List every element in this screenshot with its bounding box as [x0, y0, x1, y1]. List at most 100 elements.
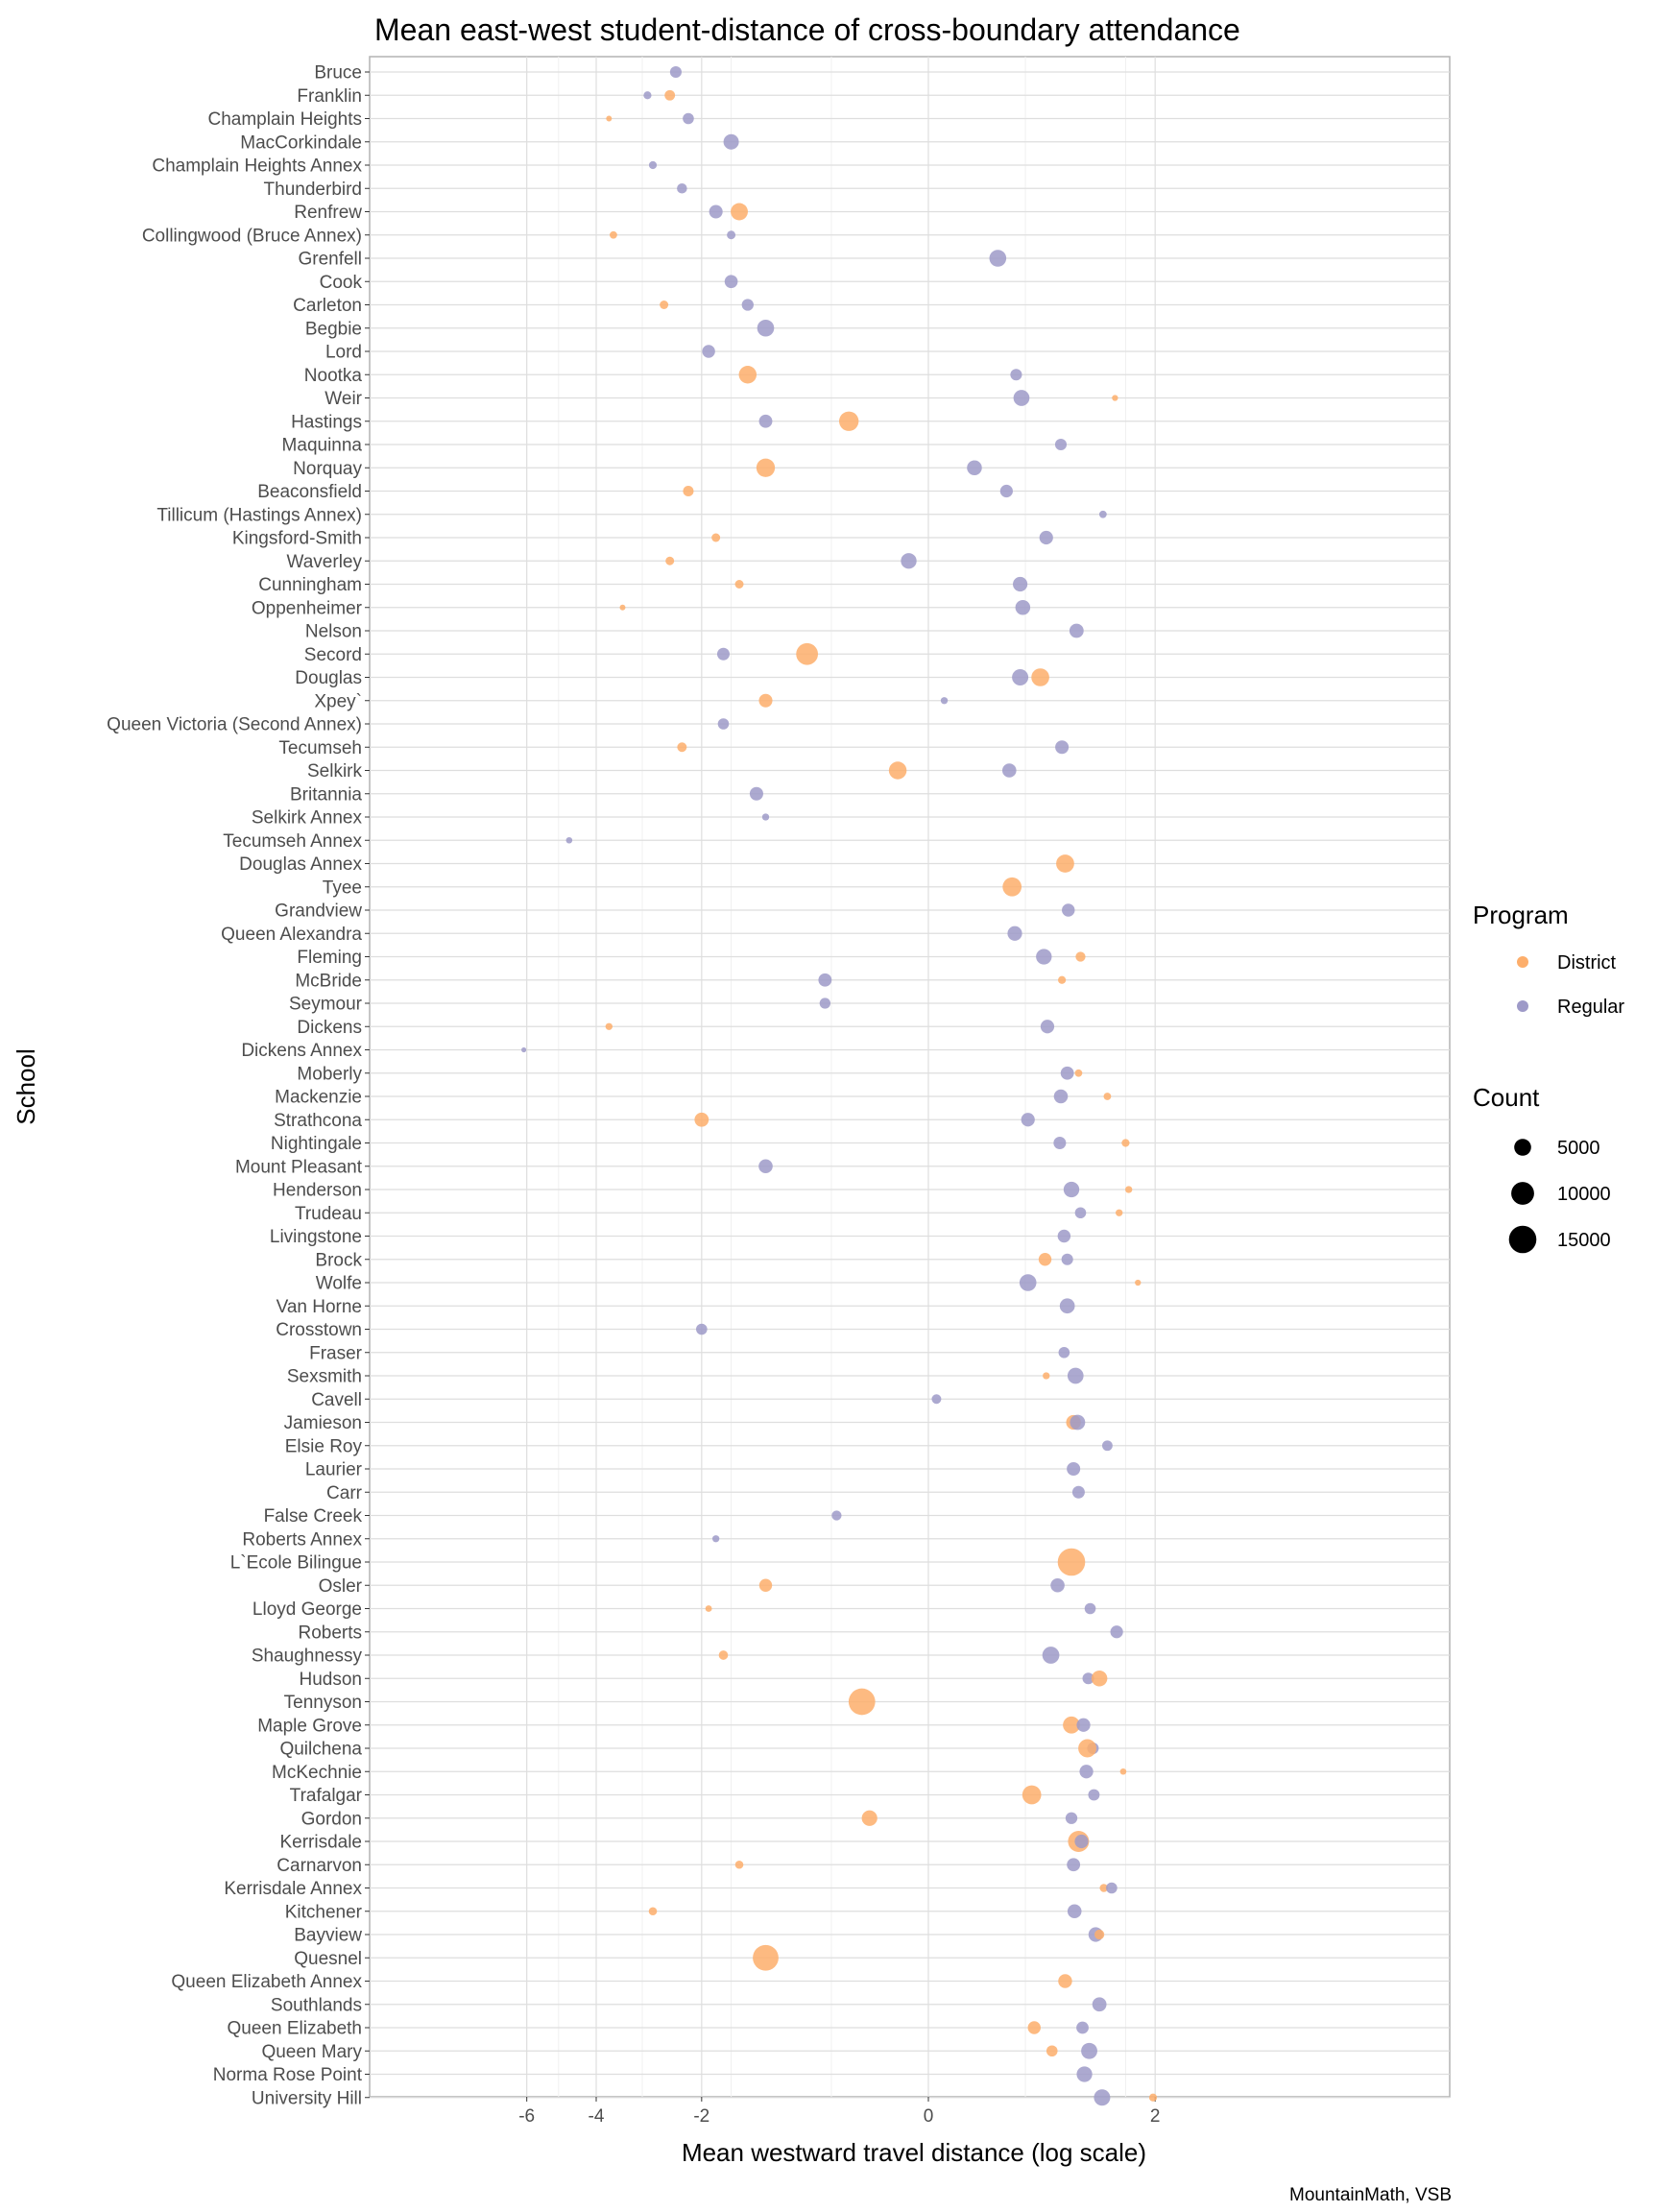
data-point	[1056, 854, 1074, 873]
data-point	[723, 133, 739, 150]
y-tick-label: Queen Mary	[261, 2042, 362, 2062]
data-point	[1010, 369, 1022, 381]
y-tick-label: Queen Victoria (Second Annex)	[107, 715, 362, 735]
y-tick-label: McKechnie	[272, 1763, 362, 1783]
y-tick-label: Norma Rose Point	[213, 2065, 363, 2085]
y-tick-label: Hastings	[291, 412, 362, 432]
grid-layer	[370, 57, 1450, 2099]
x-tick-label: -6	[518, 2106, 535, 2127]
data-point	[818, 973, 832, 987]
data-point	[724, 275, 738, 289]
data-point	[1022, 1785, 1042, 1805]
data-point	[1076, 2021, 1089, 2034]
data-point	[1007, 926, 1022, 941]
y-tick-label: Collingwood (Bruce Annex)	[142, 226, 362, 246]
y-tick-label: Roberts Annex	[242, 1529, 362, 1550]
data-point	[643, 91, 652, 100]
y-tick-label: University Hill	[252, 2088, 362, 2108]
y-tick-label: Southlands	[271, 1995, 362, 2015]
y-tick-label: Queen Elizabeth	[228, 2019, 363, 2039]
data-point	[1063, 1716, 1080, 1734]
data-point	[888, 761, 907, 780]
y-tick-label: Grenfell	[298, 250, 362, 270]
y-tick-label: Kerrisdale Annex	[224, 1879, 362, 1899]
data-point	[1074, 1069, 1083, 1077]
data-point	[738, 366, 757, 384]
data-point	[1058, 1346, 1070, 1358]
data-point	[1110, 1625, 1123, 1639]
y-tick-label: Selkirk	[307, 761, 363, 781]
data-point	[1060, 1066, 1074, 1080]
data-point	[758, 1578, 773, 1592]
data-point	[1102, 1440, 1113, 1452]
data-point	[761, 813, 770, 821]
y-tick-label: Nelson	[305, 622, 362, 642]
y-tick-label: MacCorkindale	[240, 132, 362, 153]
y-tick-label: Lloyd George	[252, 1599, 362, 1620]
y-tick-label: Britannia	[290, 784, 362, 805]
data-point	[749, 786, 763, 801]
y-tick-label: Nootka	[304, 366, 363, 386]
y-tick-label: Carnarvon	[276, 1856, 362, 1876]
y-tick-label: Maquinna	[282, 436, 363, 456]
data-point	[1055, 740, 1070, 755]
data-point	[1094, 1929, 1105, 1940]
data-point	[1040, 1020, 1055, 1034]
data-point	[1057, 1229, 1071, 1243]
data-point	[1031, 668, 1049, 686]
y-axis-title: School	[12, 1048, 40, 1125]
data-point	[1119, 1767, 1127, 1775]
data-point	[967, 460, 982, 476]
y-tick-label: Roberts	[298, 1623, 362, 1643]
data-point	[734, 580, 744, 589]
data-points	[521, 65, 1158, 2106]
y-tick-label: Douglas	[295, 668, 362, 688]
data-point	[1069, 623, 1084, 638]
data-point	[931, 1394, 942, 1405]
x-axis-title: Mean westward travel distance (log scale…	[682, 2138, 1146, 2167]
y-tick-label: Kingsford-Smith	[232, 529, 362, 549]
y-tick-label: Livingstone	[270, 1227, 362, 1247]
data-point	[610, 230, 617, 239]
data-point	[848, 1688, 876, 1716]
y-tick-label: Carleton	[293, 296, 362, 316]
y-tick-label: Carr	[326, 1483, 363, 1503]
data-point	[1053, 1089, 1069, 1104]
y-tick-label: Weir	[325, 389, 362, 409]
data-point	[521, 1046, 527, 1053]
data-point	[796, 642, 819, 665]
data-point	[989, 250, 1007, 267]
legend-key-regular	[1517, 1000, 1528, 1012]
y-tick-label: L`Ecole Bilingue	[230, 1553, 362, 1574]
chart-caption: MountainMath, VSB	[1289, 2185, 1452, 2205]
y-tick-label: Fraser	[309, 1343, 363, 1363]
y-tick-label: Dickens Annex	[241, 1041, 362, 1061]
y-tick-label: McBride	[295, 971, 362, 991]
y-tick-label: Tennyson	[284, 1693, 362, 1713]
data-point	[683, 485, 694, 497]
data-point	[1076, 1718, 1091, 1732]
data-point	[702, 345, 715, 358]
data-point	[683, 112, 694, 125]
y-tick-label: Queen Alexandra	[221, 925, 362, 945]
y-tick-label: Beaconsfield	[257, 482, 362, 502]
y-tick-label: Crosstown	[276, 1320, 362, 1340]
data-point	[1038, 1253, 1052, 1266]
data-point	[1057, 1548, 1086, 1576]
data-point	[734, 1860, 744, 1869]
data-point	[705, 1605, 712, 1612]
data-point	[901, 553, 917, 569]
data-point	[711, 533, 721, 542]
data-point	[1067, 1461, 1081, 1477]
data-point	[758, 693, 773, 708]
legend-program-title: Program	[1473, 901, 1569, 929]
data-point	[1112, 395, 1118, 401]
y-tick-label: Hudson	[300, 1670, 363, 1690]
y-tick-label: Bruce	[314, 63, 362, 84]
y-tick-label: Waverley	[287, 552, 363, 572]
y-tick-label: Franklin	[297, 86, 362, 107]
y-tick-label: Cook	[320, 273, 363, 293]
y-tick-label: Begbie	[305, 319, 362, 339]
y-tick-label: Xpey`	[314, 691, 362, 711]
y-tick-label: Sexsmith	[287, 1367, 362, 1387]
